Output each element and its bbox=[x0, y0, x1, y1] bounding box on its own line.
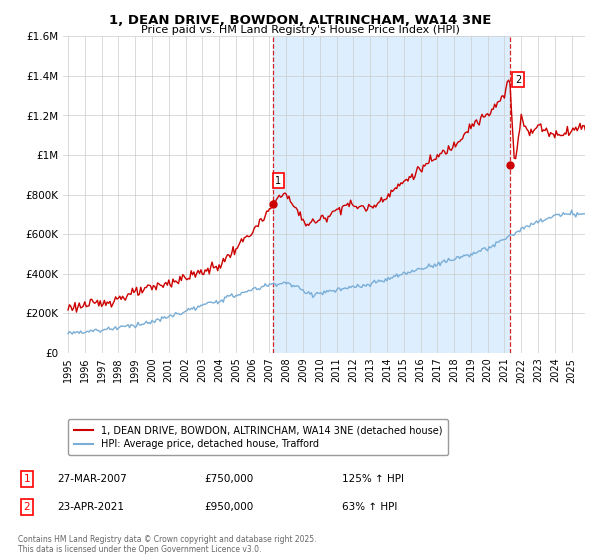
Legend: 1, DEAN DRIVE, BOWDON, ALTRINCHAM, WA14 3NE (detached house), HPI: Average price: 1, DEAN DRIVE, BOWDON, ALTRINCHAM, WA14 … bbox=[68, 419, 448, 455]
Text: £750,000: £750,000 bbox=[204, 474, 253, 484]
Text: 27-MAR-2007: 27-MAR-2007 bbox=[57, 474, 127, 484]
Text: Price paid vs. HM Land Registry's House Price Index (HPI): Price paid vs. HM Land Registry's House … bbox=[140, 25, 460, 35]
Text: 2: 2 bbox=[23, 502, 31, 512]
Bar bbox=[274, 36, 509, 353]
Text: 23-APR-2021: 23-APR-2021 bbox=[57, 502, 124, 512]
Text: 2: 2 bbox=[515, 75, 521, 85]
Text: 1: 1 bbox=[23, 474, 31, 484]
Text: £950,000: £950,000 bbox=[204, 502, 253, 512]
Text: Contains HM Land Registry data © Crown copyright and database right 2025.
This d: Contains HM Land Registry data © Crown c… bbox=[18, 535, 317, 554]
Text: 125% ↑ HPI: 125% ↑ HPI bbox=[342, 474, 404, 484]
Text: 1, DEAN DRIVE, BOWDON, ALTRINCHAM, WA14 3NE: 1, DEAN DRIVE, BOWDON, ALTRINCHAM, WA14 … bbox=[109, 14, 491, 27]
Text: 63% ↑ HPI: 63% ↑ HPI bbox=[342, 502, 397, 512]
Text: 1: 1 bbox=[275, 176, 281, 186]
